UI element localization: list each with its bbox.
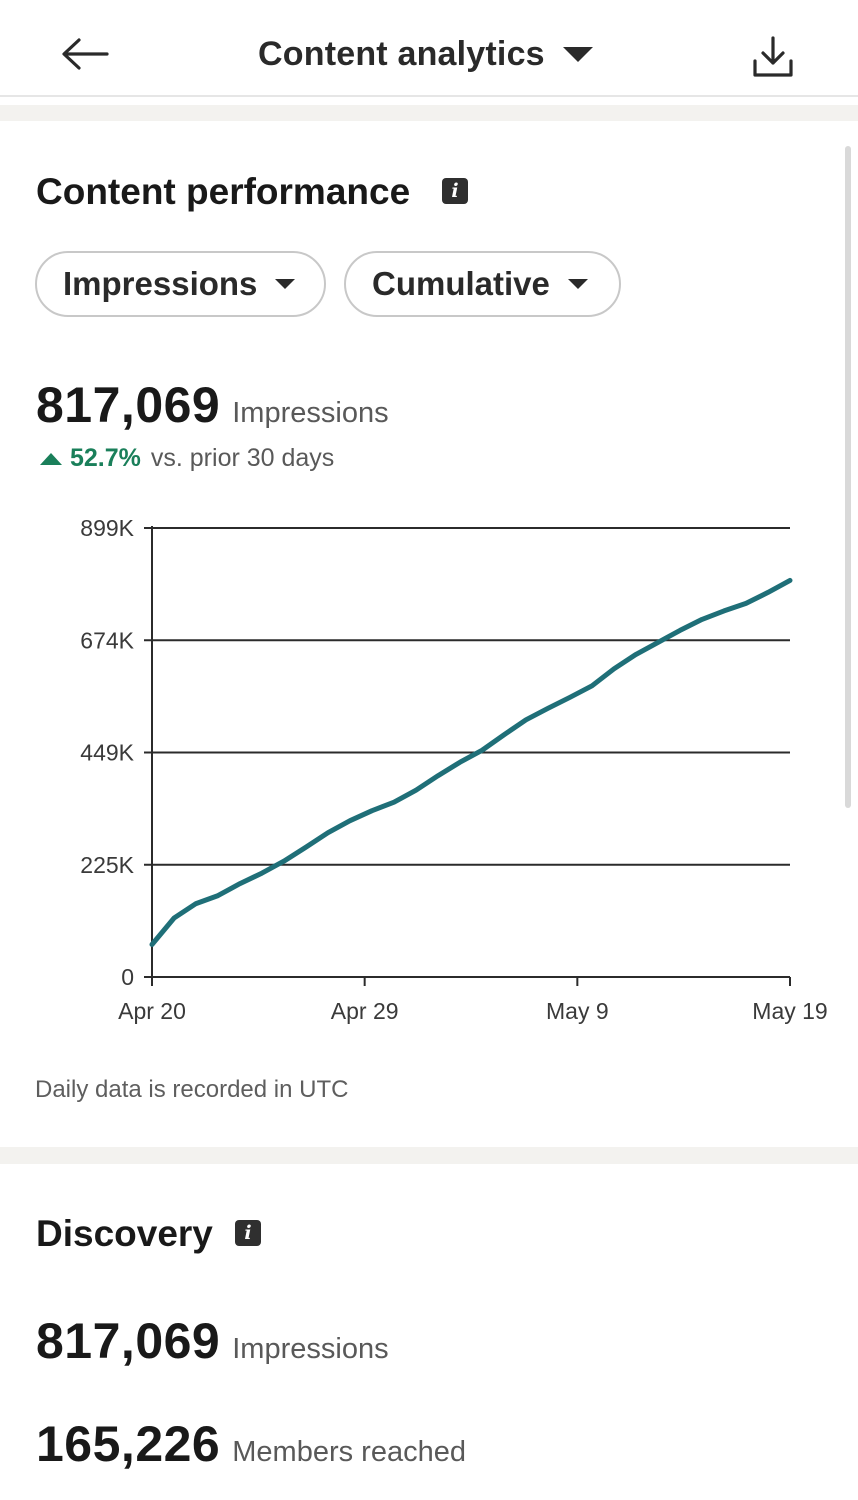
section-divider (0, 1147, 858, 1164)
caret-down-icon (275, 279, 296, 289)
y-tick-label: 674K (80, 627, 134, 653)
impressions-line-chart: 0 225K 449K 674K 899K Apr 20 Apr 29 May 9 May 1… (80, 515, 828, 1024)
members-reached-value: 165,226 (36, 1416, 221, 1472)
top-app-bar: Content analytics (0, 0, 858, 97)
mode-dropdown[interactable]: Cumulative (344, 251, 621, 317)
x-tick-label: May 9 (546, 998, 609, 1024)
y-tick-label: 0 (121, 964, 134, 990)
content-performance-title: Content performance (36, 171, 411, 212)
y-tick-label: 899K (80, 515, 134, 541)
info-icon[interactable]: i (442, 178, 468, 204)
change-indicator: 52.7% vs. prior 30 days (40, 444, 334, 473)
y-tick-label: 449K (80, 740, 134, 766)
y-tick-label: 225K (80, 852, 134, 878)
caret-down-icon (562, 46, 593, 62)
total-impressions-label: Impressions (232, 397, 389, 429)
change-comparison: vs. prior 30 days (150, 444, 335, 472)
members-reached: 165,226 Members reached (36, 1415, 466, 1473)
discovery-title: Discovery (36, 1213, 213, 1254)
chart-axes (144, 526, 790, 978)
trend-up-icon (40, 452, 62, 465)
y-axis-ticks: 0 225K 449K 674K 899K (80, 515, 134, 990)
total-impressions-value: 817,069 (36, 377, 221, 433)
section-divider (0, 105, 858, 121)
info-icon[interactable]: i (235, 1220, 261, 1246)
caret-down-icon (567, 279, 588, 289)
metric-dropdown-label: Impressions (63, 265, 258, 302)
x-tick-label: May 19 (752, 998, 827, 1024)
discovery-impressions-value: 817,069 (36, 1313, 221, 1369)
discovery-impressions-label: Impressions (232, 1333, 389, 1365)
x-tick-label: Apr 20 (118, 998, 186, 1024)
x-axis-ticks: Apr 20 Apr 29 May 9 May 19 (118, 977, 828, 1024)
page-title: Content analytics (258, 34, 545, 73)
impressions-series-line (149, 577, 793, 947)
arrow-left-icon (62, 38, 109, 70)
metric-dropdown[interactable]: Impressions (35, 251, 326, 317)
page-title-dropdown[interactable]: Content analytics (258, 30, 593, 78)
x-tick-label: Apr 29 (331, 998, 399, 1024)
change-percent: 52.7% (70, 444, 141, 472)
scrollbar[interactable] (845, 146, 851, 808)
discovery-impressions: 817,069 Impressions (36, 1312, 389, 1370)
mode-dropdown-label: Cumulative (372, 265, 550, 302)
download-button[interactable] (746, 30, 800, 84)
utc-footnote: Daily data is recorded in UTC (35, 1076, 349, 1103)
members-reached-label: Members reached (232, 1436, 466, 1468)
chart-series (149, 577, 793, 947)
back-button[interactable] (56, 30, 112, 78)
download-icon (753, 36, 793, 77)
chart-grid (144, 527, 790, 978)
total-impressions: 817,069 Impressions (36, 376, 389, 434)
